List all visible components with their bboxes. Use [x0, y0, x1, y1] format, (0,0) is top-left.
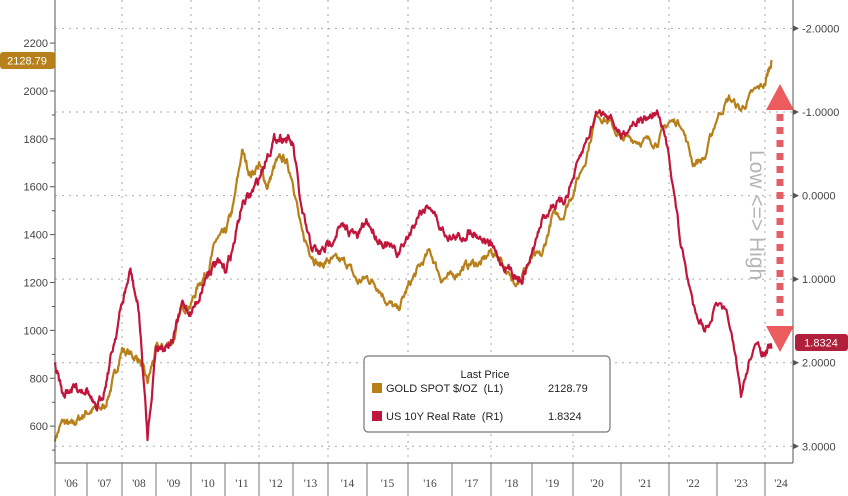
x-tick-label: '20	[590, 478, 604, 490]
right-tick-label: 2.0000	[802, 358, 836, 370]
legend: Last Price GOLD SPOT $/OZ (L1) 2128.79 U…	[363, 355, 611, 433]
range-arrow-annotation	[766, 84, 794, 352]
gridlines	[55, 0, 793, 463]
x-tick-label: '19	[546, 478, 560, 490]
left-axis-ticks: 600 800 1000 1200 1400 1600 1800 2000 2200	[24, 38, 55, 451]
x-tick-label: '09	[167, 478, 181, 490]
series-lines	[53, 60, 773, 442]
x-tick-label: '24	[774, 478, 788, 490]
left-tick-label: 1000	[24, 325, 48, 337]
left-tick-label: 1800	[24, 134, 48, 146]
real-rate-last-price-badge: 1.8324	[795, 334, 848, 351]
x-tick-label: '11	[235, 478, 248, 490]
right-tick-mark	[793, 25, 799, 32]
legend-label-gold: GOLD SPOT $/OZ (L1)	[386, 383, 503, 395]
x-tick-label: '10	[201, 478, 215, 490]
left-tick-label: 800	[30, 373, 48, 385]
x-tick-label: '06	[64, 478, 78, 490]
x-tick-label: '17	[465, 478, 479, 490]
legend-swatch-real-rate	[372, 411, 382, 421]
legend-value-gold: 2128.79	[548, 383, 588, 395]
low-high-annotation: Low <=> High	[745, 150, 768, 280]
x-tick-label: '13	[304, 478, 318, 490]
right-tick-label: -2.0000	[802, 23, 839, 35]
gold-last-price-badge: 2128.79	[0, 52, 55, 69]
x-axis-ticks: '06 '07 '08 '09 '10 '11 '12 '13 '14 '15 '16 '17 '18 '…	[54, 463, 788, 496]
left-tick-label: 2000	[24, 86, 48, 98]
x-tick-label: '07	[98, 478, 112, 490]
x-tick-label: '21	[638, 478, 652, 490]
x-tick-label: '14	[341, 478, 355, 490]
right-tick-mark	[793, 192, 799, 199]
right-tick-label: 0.0000	[802, 191, 836, 203]
x-tick-label: '08	[132, 478, 146, 490]
x-tick-label: '18	[505, 478, 519, 490]
real-rate-line	[53, 109, 773, 442]
left-tick-label: 1200	[24, 277, 48, 289]
left-tick-label: 1400	[24, 230, 48, 242]
x-tick-label: '15	[381, 478, 395, 490]
right-tick-mark	[793, 443, 799, 450]
right-axis-ticks: -2.0000 -1.0000 0.0000 1.0000 2.0000 3.0000	[793, 23, 839, 453]
left-tick-label: 2200	[24, 38, 48, 50]
right-tick-mark	[793, 108, 799, 115]
right-tick-label: -1.0000	[802, 107, 839, 119]
left-tick-label: 1600	[24, 182, 48, 194]
x-tick-label: '23	[734, 478, 748, 490]
gold-last-price-badge-text: 2128.79	[7, 56, 47, 68]
right-tick-label: 3.0000	[802, 441, 836, 453]
right-tick-mark	[793, 276, 799, 283]
legend-header: Last Price	[461, 369, 510, 381]
legend-swatch-gold	[372, 383, 382, 393]
right-tick-label: 1.0000	[802, 274, 836, 286]
gold-price-line	[53, 60, 773, 442]
x-tick-label: '16	[423, 478, 437, 490]
legend-value-real-rate: 1.8324	[548, 411, 582, 423]
left-tick-label: 600	[30, 421, 48, 433]
arrow-up-head	[766, 84, 794, 110]
arrow-down-head	[766, 326, 794, 352]
x-tick-label: '12	[269, 478, 283, 490]
right-tick-mark	[793, 359, 799, 366]
real-rate-last-price-badge-text: 1.8324	[804, 338, 838, 350]
x-tick-label: '22	[686, 478, 700, 490]
legend-label-real-rate: US 10Y Real Rate (R1)	[386, 411, 503, 423]
